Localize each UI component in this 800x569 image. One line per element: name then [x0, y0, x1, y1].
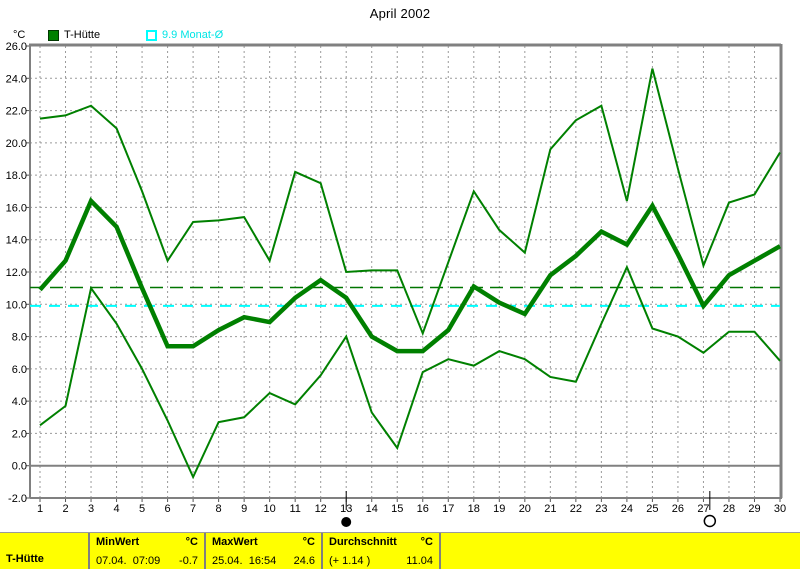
y-tick-label: -2.0 [8, 493, 27, 505]
new-moon-marker-icon [341, 517, 352, 527]
x-tick-label: 17 [442, 503, 454, 515]
durchschnitt-unit: °C [420, 536, 433, 548]
durchschnitt-value: 11.04 [406, 555, 433, 567]
y-tick-label: 10.0 [6, 299, 27, 311]
y-tick-label: 24.0 [6, 73, 27, 85]
x-tick-label: 14 [366, 503, 378, 515]
maxwert-datetime: 25.04. 16:54 [212, 555, 277, 567]
status-maxwert-cell: MaxWert °C 25.04. 16:54 24.6 [204, 533, 321, 569]
page-title: April 2002 [369, 6, 431, 21]
series-min-line [39, 264, 781, 480]
x-tick-label: 11 [289, 503, 300, 515]
legend-item-monat-avg: 9.9 Monat-Ø [146, 29, 223, 41]
y-tick-label: 16.0 [6, 202, 27, 214]
x-tick-label: 26 [672, 503, 684, 515]
legend-label: T-Hütte [64, 29, 101, 41]
status-durchschnitt-cell: Durchschnitt °C (+ 1.14 ) 11.04 [321, 533, 439, 569]
y-tick-label: 0.0 [12, 461, 27, 473]
durchschnitt-detail: (+ 1.14 ) [329, 555, 371, 567]
maxwert-unit: °C [302, 536, 315, 548]
legend-item-t-huette: T-Hütte [48, 29, 100, 41]
y-tick-label: 4.0 [12, 396, 27, 408]
durchschnitt-label: Durchschnitt [329, 536, 397, 548]
minwert-label: MinWert [96, 536, 140, 548]
legend-label: 9.9 Monat-Ø [162, 29, 224, 41]
x-tick-label: 19 [493, 503, 505, 515]
y-tick-label: 22.0 [6, 106, 27, 118]
x-tick-label: 29 [748, 503, 760, 515]
status-station-cell: T-Hütte [0, 533, 88, 569]
x-tick-label: 7 [190, 503, 196, 515]
y-tick-label: 2.0 [12, 428, 27, 440]
x-tick-label: 6 [165, 503, 171, 515]
cyan-square-icon [146, 29, 157, 41]
x-tick-label: 20 [519, 503, 531, 515]
status-bar: T-Hütte MinWert °C 07.04. 07:09 -0.7 Max… [0, 532, 800, 569]
x-tick-label: 8 [216, 503, 222, 515]
temperature-chart: 26.024.022.020.018.016.014.012.010.08.06… [6, 41, 786, 528]
series-max-line [39, 68, 781, 337]
series-mean-line [38, 197, 782, 354]
x-tick-label: 28 [723, 503, 735, 515]
full-moon-marker-icon [703, 514, 717, 528]
x-tick-label: 18 [468, 503, 480, 515]
status-minwert-cell: MinWert °C 07.04. 07:09 -0.7 [88, 533, 204, 569]
minwert-unit: °C [185, 536, 198, 548]
green-square-icon [48, 29, 59, 41]
y-tick-label: 8.0 [12, 332, 27, 344]
x-tick-label: 4 [113, 503, 119, 515]
minwert-datetime: 07.04. 07:09 [96, 555, 161, 567]
x-tick-label: 21 [544, 503, 556, 515]
x-tick-label: 12 [315, 503, 327, 515]
minwert-value: -0.7 [179, 555, 198, 567]
y-tick-label: 12.0 [6, 267, 27, 279]
x-tick-label: 30 [774, 503, 786, 515]
maxwert-value: 24.6 [293, 555, 315, 567]
y-axis-unit-label: °C [13, 29, 26, 41]
y-tick-label: 6.0 [12, 364, 27, 376]
x-tick-label: 22 [570, 503, 582, 515]
status-empty-cell [439, 533, 800, 569]
x-tick-label: 9 [241, 503, 247, 515]
y-tick-label: 14.0 [6, 235, 27, 247]
x-tick-label: 3 [88, 503, 94, 515]
x-tick-label: 10 [264, 503, 276, 515]
y-tick-label: 18.0 [6, 170, 27, 182]
x-tick-label: 1 [37, 503, 43, 515]
x-tick-label: 15 [391, 503, 403, 515]
y-tick-label: 20.0 [6, 138, 27, 150]
x-tick-label: 5 [139, 503, 145, 515]
station-name: T-Hütte [6, 553, 44, 565]
legend: °C T-Hütte 9.9 Monat-Ø [0, 29, 800, 45]
x-tick-label: 25 [646, 503, 658, 515]
x-tick-label: 2 [62, 503, 68, 515]
maxwert-label: MaxWert [212, 536, 258, 548]
x-tick-label: 24 [621, 503, 633, 515]
y-tick-label: 26.0 [6, 41, 27, 53]
x-tick-label: 16 [417, 503, 429, 515]
x-tick-label: 23 [595, 503, 607, 515]
x-tick-label: 27 [697, 503, 709, 515]
